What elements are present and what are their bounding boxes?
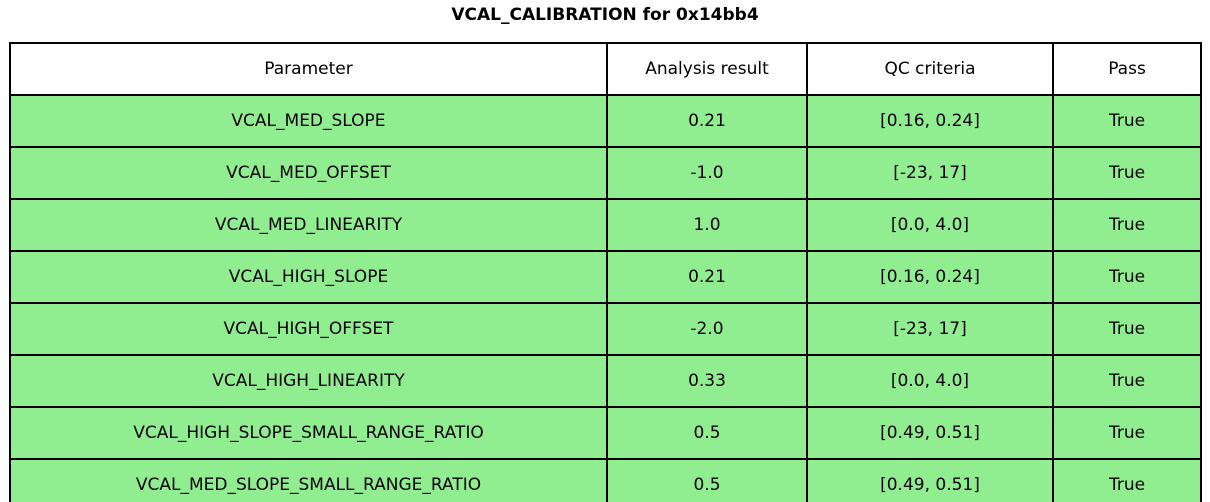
pass-cell: True [1052,250,1202,304]
column-header-analysis-result: Analysis result [606,42,808,96]
parameter-cell: VCAL_MED_SLOPE [9,94,608,148]
table-row: VCAL_MED_SLOPE 0.21 [0.16, 0.24] True [9,94,1202,148]
column-header-parameter: Parameter [9,42,608,96]
column-header-qc-criteria: QC criteria [806,42,1054,96]
pass-cell: True [1052,198,1202,252]
figure-title: VCAL_CALIBRATION for 0x14bb4 [451,5,759,25]
parameter-cell: VCAL_MED_SLOPE_SMALL_RANGE_RATIO [9,458,608,502]
table-row: VCAL_MED_LINEARITY 1.0 [0.0, 4.0] True [9,198,1202,252]
analysis-result-cell: 1.0 [606,198,808,252]
table-row: VCAL_MED_OFFSET -1.0 [-23, 17] True [9,146,1202,200]
pass-cell: True [1052,146,1202,200]
table-row: VCAL_HIGH_OFFSET -2.0 [-23, 17] True [9,302,1202,356]
table-row: VCAL_MED_SLOPE_SMALL_RANGE_RATIO 0.5 [0.… [9,458,1202,502]
qc-criteria-cell: [0.49, 0.51] [806,406,1054,460]
analysis-result-cell: 0.21 [606,94,808,148]
parameter-cell: VCAL_HIGH_OFFSET [9,302,608,356]
qc-table-header: Parameter Analysis result QC criteria Pa… [9,42,1202,96]
pass-cell: True [1052,458,1202,502]
parameter-cell: VCAL_MED_OFFSET [9,146,608,200]
parameter-cell: VCAL_HIGH_SLOPE_SMALL_RANGE_RATIO [9,406,608,460]
header-row: Parameter Analysis result QC criteria Pa… [9,42,1202,96]
analysis-result-cell: -1.0 [606,146,808,200]
parameter-cell: VCAL_MED_LINEARITY [9,198,608,252]
parameter-cell: VCAL_HIGH_LINEARITY [9,354,608,408]
column-header-pass: Pass [1052,42,1202,96]
qc-criteria-cell: [0.16, 0.24] [806,94,1054,148]
qc-criteria-cell: [0.0, 4.0] [806,198,1054,252]
analysis-result-cell: 0.21 [606,250,808,304]
qc-table-body: VCAL_MED_SLOPE 0.21 [0.16, 0.24] True VC… [9,94,1202,502]
pass-cell: True [1052,302,1202,356]
qc-criteria-cell: [-23, 17] [806,146,1054,200]
parameter-cell: VCAL_HIGH_SLOPE [9,250,608,304]
qc-criteria-cell: [0.16, 0.24] [806,250,1054,304]
analysis-result-cell: -2.0 [606,302,808,356]
pass-cell: True [1052,406,1202,460]
analysis-result-cell: 0.5 [606,458,808,502]
table-row: VCAL_HIGH_SLOPE 0.21 [0.16, 0.24] True [9,250,1202,304]
qc-criteria-cell: [-23, 17] [806,302,1054,356]
qc-results-table: Parameter Analysis result QC criteria Pa… [9,42,1202,502]
analysis-result-cell: 0.33 [606,354,808,408]
qc-criteria-cell: [0.49, 0.51] [806,458,1054,502]
analysis-result-cell: 0.5 [606,406,808,460]
pass-cell: True [1052,354,1202,408]
table-row: VCAL_HIGH_LINEARITY 0.33 [0.0, 4.0] True [9,354,1202,408]
qc-criteria-cell: [0.0, 4.0] [806,354,1054,408]
table-row: VCAL_HIGH_SLOPE_SMALL_RANGE_RATIO 0.5 [0… [9,406,1202,460]
pass-cell: True [1052,94,1202,148]
